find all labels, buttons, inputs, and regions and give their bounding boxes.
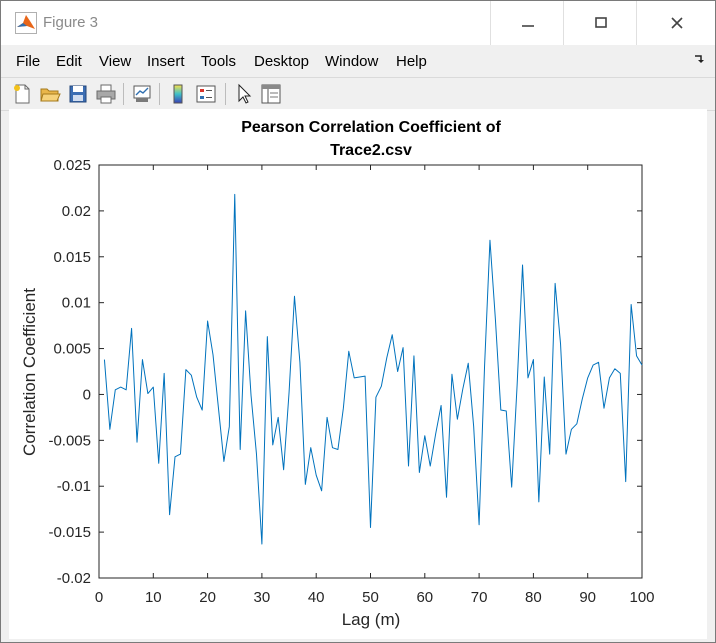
y-tick-label: -0.015 bbox=[48, 524, 91, 541]
y-tick-label: 0.01 bbox=[62, 295, 91, 312]
dock-arrow-icon[interactable] bbox=[693, 53, 705, 65]
figure-canvas: Pearson Correlation Coefficient of Trace… bbox=[9, 109, 707, 639]
arrow-cursor-icon[interactable] bbox=[233, 83, 255, 105]
line-chart: Pearson Correlation Coefficient of Trace… bbox=[20, 119, 655, 629]
axis-ticks: 0 10 20 30 40 50 60 70 80 90 100 -0.02 -0.015 -0.01 -0… bbox=[48, 157, 654, 606]
y-axis-label: Correlation Coefficient bbox=[20, 288, 39, 456]
colorbar-icon[interactable] bbox=[167, 83, 189, 105]
legend-icon[interactable] bbox=[195, 83, 217, 105]
y-tick-label: -0.01 bbox=[57, 478, 91, 495]
x-tick-label: 70 bbox=[471, 589, 488, 606]
plot-area[interactable] bbox=[98, 164, 643, 579]
minimize-icon bbox=[521, 25, 534, 27]
new-file-icon[interactable] bbox=[11, 83, 33, 105]
link-plot-icon[interactable] bbox=[131, 83, 153, 105]
y-tick-label: 0.005 bbox=[53, 341, 91, 358]
series-group bbox=[103, 193, 643, 545]
folder-open-icon[interactable] bbox=[39, 83, 61, 105]
toolbar bbox=[1, 77, 715, 111]
toolbar-separator bbox=[225, 83, 226, 105]
menu-file[interactable]: File bbox=[16, 53, 41, 70]
close-button[interactable] bbox=[636, 1, 715, 45]
print-icon[interactable] bbox=[95, 83, 117, 105]
title-bar[interactable]: Figure 3 bbox=[1, 1, 715, 45]
x-tick-label: 10 bbox=[145, 589, 162, 606]
chart-title-line-1: Pearson Correlation Coefficient of bbox=[241, 119, 501, 136]
chart-title-line-2: Trace2.csv bbox=[330, 142, 412, 159]
toolbar-separator bbox=[123, 83, 124, 105]
y-tick-label: 0.02 bbox=[62, 203, 91, 220]
menu-desktop[interactable]: Desktop bbox=[254, 53, 310, 70]
x-tick-label: 20 bbox=[199, 589, 216, 606]
menu-window[interactable]: Window bbox=[325, 53, 379, 70]
x-tick-label: 30 bbox=[254, 589, 271, 606]
y-tick-label: -0.02 bbox=[57, 570, 91, 587]
y-tick-label: 0.015 bbox=[53, 249, 91, 266]
maximize-icon bbox=[594, 17, 607, 28]
minimize-button[interactable] bbox=[490, 1, 564, 45]
x-tick-label: 60 bbox=[416, 589, 433, 606]
x-axis-label: Lag (m) bbox=[342, 610, 401, 629]
x-tick-label: 0 bbox=[95, 589, 103, 606]
y-tick-label: -0.005 bbox=[48, 432, 91, 449]
maximize-button[interactable] bbox=[563, 1, 637, 45]
menu-bar: File Edit View Insert Tools Desktop Wind… bbox=[1, 45, 715, 77]
menu-tools[interactable]: Tools bbox=[201, 53, 237, 70]
x-tick-label: 90 bbox=[579, 589, 596, 606]
series-line[interactable] bbox=[103, 193, 643, 545]
menu-insert[interactable]: Insert bbox=[147, 53, 185, 70]
menu-help[interactable]: Help bbox=[396, 53, 427, 70]
x-tick-label: 100 bbox=[629, 589, 654, 606]
toolbar-separator bbox=[159, 83, 160, 105]
menu-edit[interactable]: Edit bbox=[56, 53, 82, 70]
y-tick-label: 0 bbox=[83, 386, 91, 403]
close-icon bbox=[670, 17, 683, 29]
window-title: Figure 3 bbox=[43, 14, 99, 31]
x-tick-label: 50 bbox=[362, 589, 379, 606]
matlab-icon bbox=[15, 12, 37, 34]
y-tick-label: 0.025 bbox=[53, 157, 91, 174]
x-tick-label: 40 bbox=[308, 589, 325, 606]
save-icon[interactable] bbox=[67, 83, 89, 105]
property-inspector-icon[interactable] bbox=[260, 83, 282, 105]
x-tick-label: 80 bbox=[525, 589, 542, 606]
menu-view[interactable]: View bbox=[99, 53, 132, 70]
